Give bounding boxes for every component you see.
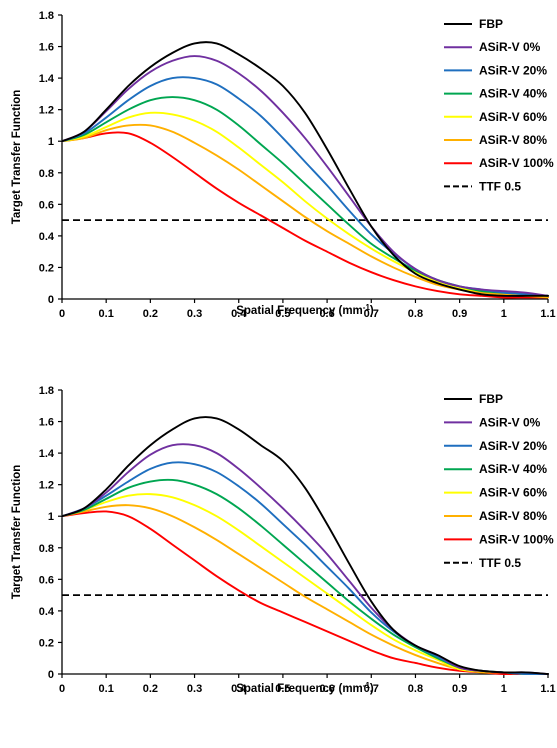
y-axis-label: Target Transfer Function [11,90,23,225]
series-line-asir-v-100 [61,510,549,676]
y-tick-label: 0.4 [39,231,55,243]
y-tick-label: 1 [48,511,54,523]
top-chart: 0 0.2 0.4 0.6 0.8 1 1.2 1.4 1.6 1.8 0 0.1 0.2 0.3 0.4 0… [11,10,556,320]
y-tick-label: 0.4 [39,606,55,618]
bottom-chart: 0 0.2 0.4 0.6 0.8 1 1.2 1.4 1.6 1.8 0 0.1 0.2 0.3 0.4 0… [11,385,556,695]
legend-label: ASiR-V 60% [479,110,547,124]
x-tick-label: 0.2 [143,683,158,695]
x-tick-label: 0.8 [408,308,423,320]
series-line-asir-v-60 [61,111,549,297]
x-tick-label: 0.4 [231,308,247,320]
legend-label: FBP [479,17,503,31]
y-tick-label: 0.8 [39,543,54,555]
x-tick-label: 0.6 [319,308,334,320]
x-tick-label: 0.7 [364,308,379,320]
legend-label: ASiR-V 100% [479,156,554,170]
x-tick-label: 0.4 [231,683,247,695]
y-tick-label: 0.8 [39,168,54,180]
series-line-fbp [61,416,549,675]
x-tick-label: 0.6 [319,683,334,695]
y-tick-label: 0.6 [39,199,54,211]
series-line-asir-v-40 [61,96,549,297]
x-tick-label: 0.1 [99,683,114,695]
y-tick-label: 1.2 [39,105,54,117]
x-axis-label-text: Spatial Frequency (mm [236,305,363,317]
legend-label: ASiR-V 20% [479,439,547,453]
x-tick-label: 0.5 [275,683,290,695]
y-tick-label: 1.4 [39,448,55,460]
y-tick-label: 0 [48,669,54,681]
x-tick-label: 0.3 [187,308,202,320]
legend-label: ASiR-V 0% [479,415,541,429]
legend-label: ASiR-V 20% [479,63,547,77]
x-axis-label-superscript: -1 [363,681,371,690]
y-tick-label: 0.2 [39,262,54,274]
x-tick-label: 0.8 [408,683,423,695]
y-tick-label: 1.6 [39,417,54,429]
legend-label: TTF 0.5 [479,556,521,570]
series-line-asir-v-0 [61,55,549,297]
x-tick-label: 0.9 [452,683,467,695]
legend-label: ASiR-V 80% [479,509,547,523]
legend-label: ASiR-V 100% [479,532,554,546]
y-tick-label: 0 [48,294,54,306]
x-tick-label: 0 [59,308,65,320]
x-axis-label: Spatial Frequency (mm-1) [236,303,374,318]
x-tick-label: 0.7 [364,683,379,695]
legend-label: ASiR-V 60% [479,486,547,500]
x-axis-label-superscript: -1 [363,303,371,312]
y-tick-label: 1.8 [39,385,54,397]
y-tick-label: 0.6 [39,574,54,586]
series-line-fbp [61,41,549,297]
y-tick-label: 1.8 [39,10,54,22]
x-tick-label: 1 [501,683,507,695]
x-tick-label: 1.1 [540,308,555,320]
y-tick-label: 0.2 [39,637,54,649]
legend: FBP ASiR-V 0% ASiR-V 20% ASiR-V 40% ASiR-V 6… [444,17,554,193]
x-axis-label-end: ) [370,683,374,695]
x-tick-label: 0 [59,683,65,695]
series-line-asir-v-20 [61,76,549,297]
y-axis-label: Target Transfer Function [11,465,23,600]
x-tick-label: 1.1 [540,683,555,695]
y-tick-label: 1.6 [39,42,54,54]
legend-label: ASiR-V 40% [479,462,547,476]
legend-label: ASiR-V 80% [479,133,547,147]
y-tick-label: 1 [48,136,54,148]
legend: FBP ASiR-V 0% ASiR-V 20% ASiR-V 40% ASiR-V 6… [444,392,554,570]
series-line-asir-v-100 [61,131,549,299]
x-tick-label: 0.5 [275,308,290,320]
x-axis-label-end: ) [370,305,374,317]
y-tick-label: 1.2 [39,480,54,492]
legend-label: ASiR-V 0% [479,40,541,54]
series-line-asir-v-60 [61,493,549,676]
x-axis-label: Spatial Frequency (mm-1) [236,681,374,696]
series-line-asir-v-0 [61,443,549,675]
y-tick-label: 1.4 [39,73,55,85]
x-tick-label: 1 [501,308,507,320]
x-tick-label: 0.1 [99,308,114,320]
x-tick-label: 0.2 [143,308,158,320]
series-line-asir-v-80 [61,123,549,299]
x-tick-label: 0.9 [452,308,467,320]
legend-label: TTF 0.5 [479,179,521,193]
x-tick-label: 0.3 [187,683,202,695]
legend-label: ASiR-V 40% [479,87,547,101]
x-axis-label-text: Spatial Frequency (mm [236,683,363,695]
legend-label: FBP [479,392,503,406]
